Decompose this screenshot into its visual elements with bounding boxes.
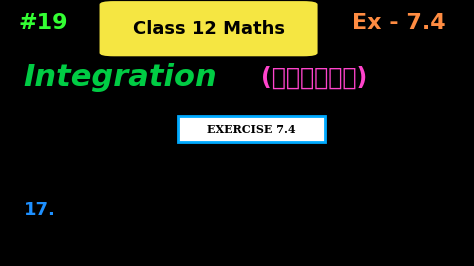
Bar — [246, 157, 474, 266]
FancyBboxPatch shape — [100, 1, 318, 56]
Text: (समाकलन): (समाकलन) — [261, 65, 367, 89]
Text: #19: #19 — [19, 13, 68, 33]
Text: Integrate the functions in Exercises 1 to 23.: Integrate the functions in Exercises 1 t… — [9, 154, 259, 164]
Text: EXERCISE 7.4: EXERCISE 7.4 — [207, 124, 295, 135]
Text: Integration: Integration — [24, 63, 218, 92]
Text: 17.: 17. — [24, 201, 55, 219]
Text: Class 12 Maths: Class 12 Maths — [133, 20, 284, 38]
FancyBboxPatch shape — [178, 116, 325, 142]
Text: $x+2$: $x+2$ — [106, 167, 150, 185]
Text: $\sqrt{x^2-1}$: $\sqrt{x^2-1}$ — [90, 218, 162, 246]
Text: Ex - 7.4: Ex - 7.4 — [352, 13, 446, 33]
Bar — [0, 260, 474, 266]
